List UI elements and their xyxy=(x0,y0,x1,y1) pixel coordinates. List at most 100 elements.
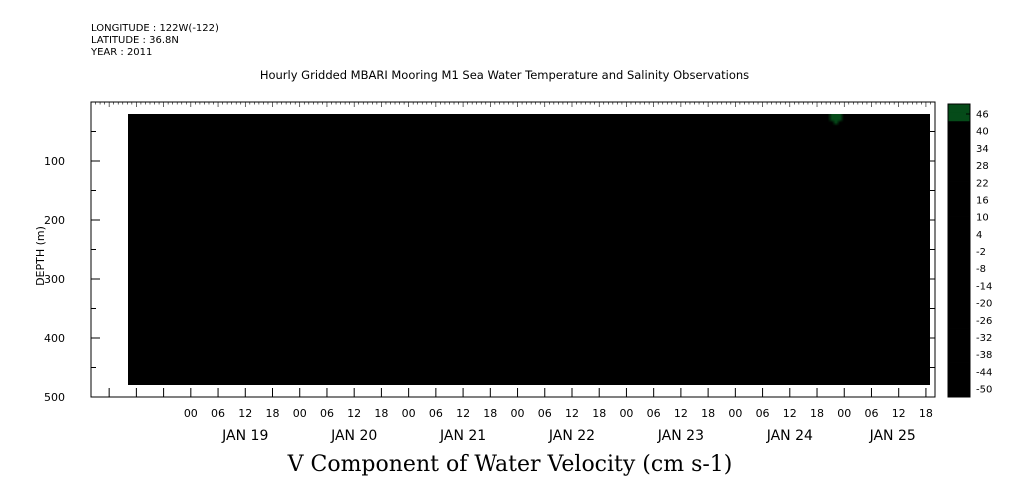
colorbar-swatch xyxy=(948,328,970,338)
x-tick-label: 06 xyxy=(647,407,661,420)
colorbar-label: -20 xyxy=(976,299,992,310)
colorbar-label: -8 xyxy=(976,264,986,275)
x-tick-label: 18 xyxy=(374,407,388,420)
colorbar-swatch xyxy=(948,293,970,303)
x-tick-label: 06 xyxy=(429,407,443,420)
colorbar-label: 16 xyxy=(976,195,989,206)
x-tick-label: 18 xyxy=(701,407,715,420)
colorbar-swatch xyxy=(948,250,970,260)
colorbar-label: 40 xyxy=(976,127,989,138)
x-tick-label: 12 xyxy=(892,407,906,420)
colorbar-swatch xyxy=(948,319,970,329)
colorbar-swatch xyxy=(948,121,970,131)
colorbar-swatch xyxy=(948,112,970,122)
colorbar-swatch xyxy=(948,216,970,226)
colorbar-swatch xyxy=(948,371,970,381)
colorbar-swatch xyxy=(948,276,970,286)
y-tick-label: 300 xyxy=(44,273,65,286)
colorbar-swatch xyxy=(948,353,970,363)
colorbar-label: 46 xyxy=(976,110,989,121)
colorbar-swatch xyxy=(948,129,970,139)
colorbar-label: 28 xyxy=(976,161,989,172)
y-tick-label: 400 xyxy=(44,332,65,345)
x-day-label: JAN 22 xyxy=(548,428,595,444)
x-tick-label: 00 xyxy=(402,407,416,420)
y-axis-title: DEPTH (m) xyxy=(34,226,47,286)
colorbar-label: 10 xyxy=(976,213,989,224)
x-tick-label: 18 xyxy=(592,407,606,420)
colorbar-swatch xyxy=(948,233,970,243)
colorbar-swatch xyxy=(948,207,970,217)
x-day-label: JAN 25 xyxy=(869,428,916,444)
x-tick-label: 18 xyxy=(919,407,933,420)
y-tick-label: 500 xyxy=(44,391,65,404)
colorbar-swatch xyxy=(948,181,970,191)
longitude-label: LONGITUDE : 122W(-122) xyxy=(91,23,219,34)
x-tick-label: 18 xyxy=(266,407,280,420)
colorbar-swatch xyxy=(948,336,970,346)
x-tick-label: 06 xyxy=(320,407,334,420)
colorbar-swatch xyxy=(948,388,970,398)
x-tick-label: 06 xyxy=(211,407,225,420)
heatmap-cells xyxy=(128,113,930,386)
x-tick-label: 00 xyxy=(619,407,633,420)
colorbar-swatch xyxy=(948,267,970,277)
colorbar-swatch xyxy=(948,345,970,355)
x-tick-label: 06 xyxy=(864,407,878,420)
x-day-label: JAN 20 xyxy=(330,428,377,444)
x-tick-label: 12 xyxy=(347,407,361,420)
x-tick-label: 00 xyxy=(511,407,525,420)
colorbar-swatch xyxy=(948,138,970,148)
x-tick-label: 00 xyxy=(728,407,742,420)
year-label: YEAR : 2011 xyxy=(91,47,153,58)
colorbar-swatch xyxy=(948,190,970,200)
colorbar-swatch xyxy=(948,104,970,114)
colorbar-swatch xyxy=(948,164,970,174)
x-tick-label: 18 xyxy=(810,407,824,420)
colorbar-label: -32 xyxy=(976,333,992,344)
colorbar-swatch xyxy=(948,155,970,165)
x-tick-label: 06 xyxy=(538,407,552,420)
colorbar-swatch xyxy=(948,147,970,157)
colorbar-label: -38 xyxy=(976,350,992,361)
plot-area xyxy=(128,113,930,386)
colorbar-frame xyxy=(947,103,971,398)
colorbar: 46 40 34 28 22 16 10 4 -2 -8 -14 -20 -26 -32 -38 -44 -50 xyxy=(947,103,992,398)
x-day-label: JAN 21 xyxy=(439,428,486,444)
y-tick-label: 100 xyxy=(44,155,65,168)
colorbar-swatch xyxy=(948,310,970,320)
x-tick-label: 06 xyxy=(756,407,770,420)
x-tick-label: 00 xyxy=(837,407,851,420)
x-tick-label: 12 xyxy=(456,407,470,420)
colorbar-swatch xyxy=(948,302,970,312)
colorbar-swatch xyxy=(948,284,970,294)
colorbar-label: 34 xyxy=(976,144,989,155)
x-tick-label: 12 xyxy=(565,407,579,420)
x-tick-label: 00 xyxy=(184,407,198,420)
colorbar-label: -2 xyxy=(976,247,986,258)
x-tick-label: 00 xyxy=(293,407,307,420)
x-day-label: JAN 23 xyxy=(657,428,704,444)
colorbar-label: 22 xyxy=(976,178,989,189)
colorbar-swatch xyxy=(948,241,970,251)
colorbar-label: -50 xyxy=(976,385,992,396)
x-tick-label: 12 xyxy=(783,407,797,420)
latitude-label: LATITUDE : 36.8N xyxy=(91,35,179,46)
colorbar-swatch xyxy=(948,379,970,389)
chart-title: Hourly Gridded MBARI Mooring M1 Sea Wate… xyxy=(259,68,750,82)
colorbar-label: -14 xyxy=(976,281,992,292)
x-tick-label: 18 xyxy=(483,407,497,420)
colorbar-swatch xyxy=(948,224,970,234)
axes: 100 200 300 400 500 00 06 12 18 00 06 12 18 00 06 12 18 0… xyxy=(44,101,936,444)
x-tick-label: 12 xyxy=(674,407,688,420)
colorbar-swatch xyxy=(948,362,970,372)
colorbar-swatch xyxy=(948,172,970,182)
colorbar-label: 4 xyxy=(976,230,982,241)
colorbar-swatch xyxy=(948,259,970,269)
y-tick-label: 200 xyxy=(44,214,65,227)
colorbar-swatch xyxy=(948,198,970,208)
colorbar-label: -26 xyxy=(976,316,992,327)
x-axis-title: V Component of Water Velocity (cm s-1) xyxy=(287,452,733,477)
x-tick-label: 12 xyxy=(238,407,252,420)
